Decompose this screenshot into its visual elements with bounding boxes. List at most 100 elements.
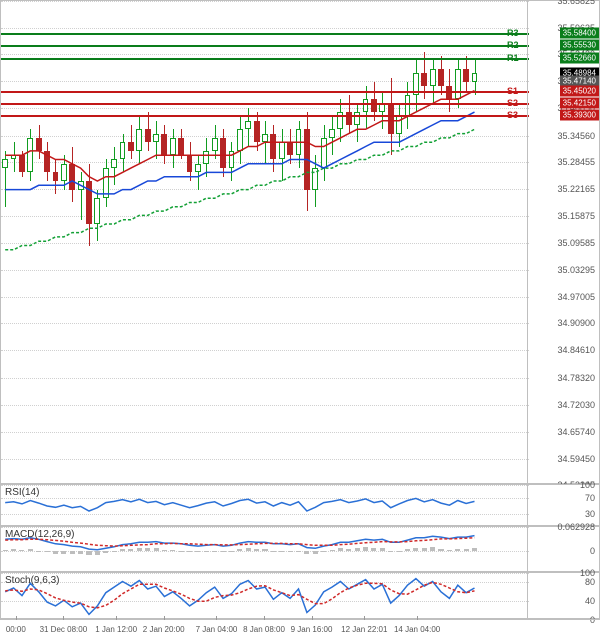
x-tick-label: 1 Jan 12:00 <box>95 625 137 634</box>
macd-histo-bar <box>204 551 209 552</box>
y-tick-label: 35.09585 <box>557 238 595 248</box>
candle-body <box>396 116 402 133</box>
macd-histo-bar <box>137 548 142 551</box>
candle-body <box>128 142 134 151</box>
x-tick-mark <box>264 616 265 620</box>
candle-body <box>421 73 427 86</box>
macd-histo-bar <box>70 551 75 555</box>
y-tick-label: 35.15875 <box>557 211 595 221</box>
x-tick-mark <box>364 616 365 620</box>
support-label: S3 <box>507 110 518 120</box>
candle-body <box>2 159 8 168</box>
y-tick-label: 100 <box>580 480 595 490</box>
support-line <box>1 103 529 105</box>
x-tick-label: 31 Dec 08:00 <box>40 625 88 634</box>
x-tick-mark <box>116 616 117 620</box>
x-tick-mark <box>164 616 165 620</box>
y-tick-label: 34.90900 <box>557 318 595 328</box>
price-tag: 35.58400 <box>560 27 599 38</box>
macd-histo-bar <box>288 551 293 552</box>
macd-histo-bar <box>78 551 83 555</box>
macd-histo-bar <box>447 550 452 551</box>
y-tick-label: 34.84610 <box>557 345 595 355</box>
macd-histo-bar <box>313 551 318 554</box>
price-tag: 35.45020 <box>560 85 599 96</box>
y-tick-label: 35.28455 <box>557 157 595 167</box>
candle-body <box>430 69 436 86</box>
resistance-label: R1 <box>507 53 519 63</box>
candle-body <box>145 129 151 142</box>
y-tick-label: 0 <box>590 546 595 556</box>
y-tick-label: 35.65825 <box>557 0 595 6</box>
candle-body <box>472 73 478 82</box>
macd-histo-bar <box>430 547 435 550</box>
macd-histo-bar <box>397 551 402 552</box>
macd-histo-bar <box>170 550 175 551</box>
price-tag: 35.52660 <box>560 52 599 63</box>
candle-body <box>363 99 369 112</box>
macd-histo-bar <box>120 549 125 550</box>
y-tick-label: 35.34560 <box>557 131 595 141</box>
macd-histo-bar <box>380 548 385 550</box>
y-tick-label: 70 <box>585 493 595 503</box>
candle-body <box>346 112 352 125</box>
candle-body <box>229 151 235 168</box>
macd-histo-bar <box>212 551 217 552</box>
candle-body <box>304 129 310 189</box>
macd-histo-bar <box>19 550 24 551</box>
candle-body <box>69 164 75 190</box>
price-tag: 35.39300 <box>560 110 599 121</box>
x-tick-label: 14 Jan 04:00 <box>394 625 440 634</box>
candle-body <box>212 138 218 151</box>
y-tick-label: 40 <box>585 596 595 606</box>
resistance-line <box>1 45 529 47</box>
macd-histo-bar <box>162 550 167 551</box>
y-tick-label: 34.97005 <box>557 292 595 302</box>
x-tick-mark <box>312 616 313 620</box>
x-tick-label: 8 Jan 08:00 <box>243 625 285 634</box>
candle-body <box>220 138 226 168</box>
x-tick-label: 12 Jan 22:01 <box>341 625 387 634</box>
candle-body <box>120 142 126 159</box>
macd-histo-bar <box>179 551 184 552</box>
main-price-panel[interactable]: R3R2R1S1S2S335.6582535.5963535.5343035.4… <box>0 0 600 484</box>
x-tick-label: 9 Jan 16:00 <box>291 625 333 634</box>
candle-body <box>296 129 302 155</box>
candle-body <box>203 151 209 164</box>
macd-histo-bar <box>3 550 8 551</box>
macd-histo-bar <box>330 550 335 551</box>
rsi-panel[interactable]: RSI(14) 1007030 <box>0 484 600 526</box>
macd-panel[interactable]: MACD(12,26,9)0.0629280 <box>0 526 600 572</box>
x-tick-label: 7 Jan 04:00 <box>196 625 238 634</box>
macd-label: MACD(12,26,9) <box>5 529 74 540</box>
candle-body <box>27 138 33 172</box>
macd-histo-bar <box>145 548 150 550</box>
stoch-panel[interactable]: Stoch(9,6,3)10080400 <box>0 572 600 619</box>
x-tick-label: 00:00 <box>6 625 26 634</box>
candle-body <box>187 155 193 172</box>
candle-body <box>329 129 335 138</box>
price-tag: 35.55530 <box>560 40 599 51</box>
rsi-label: RSI(14) <box>5 487 39 498</box>
macd-histo-bar <box>229 551 234 552</box>
rsi-y-axis: 1007030 <box>527 485 599 525</box>
candle-body <box>262 134 268 143</box>
candle-wick <box>81 172 82 219</box>
macd-histo-bar <box>296 551 301 552</box>
candle-body <box>463 69 469 82</box>
macd-histo-bar <box>338 548 343 550</box>
candle-wick <box>265 121 266 164</box>
candle-body <box>405 95 411 117</box>
macd-histo-bar <box>371 548 376 550</box>
candle-body <box>237 129 243 151</box>
macd-histo-bar <box>405 549 410 550</box>
candle-body <box>44 151 50 173</box>
candle-body <box>254 121 260 143</box>
candle-body <box>371 99 377 112</box>
macd-histo-bar <box>438 549 443 551</box>
macd-histo-bar <box>237 549 242 550</box>
stoch-y-axis: 10080400 <box>527 573 599 618</box>
macd-histo-bar <box>45 551 50 553</box>
macd-histo-bar <box>262 549 267 550</box>
macd-histo-bar <box>53 551 58 554</box>
